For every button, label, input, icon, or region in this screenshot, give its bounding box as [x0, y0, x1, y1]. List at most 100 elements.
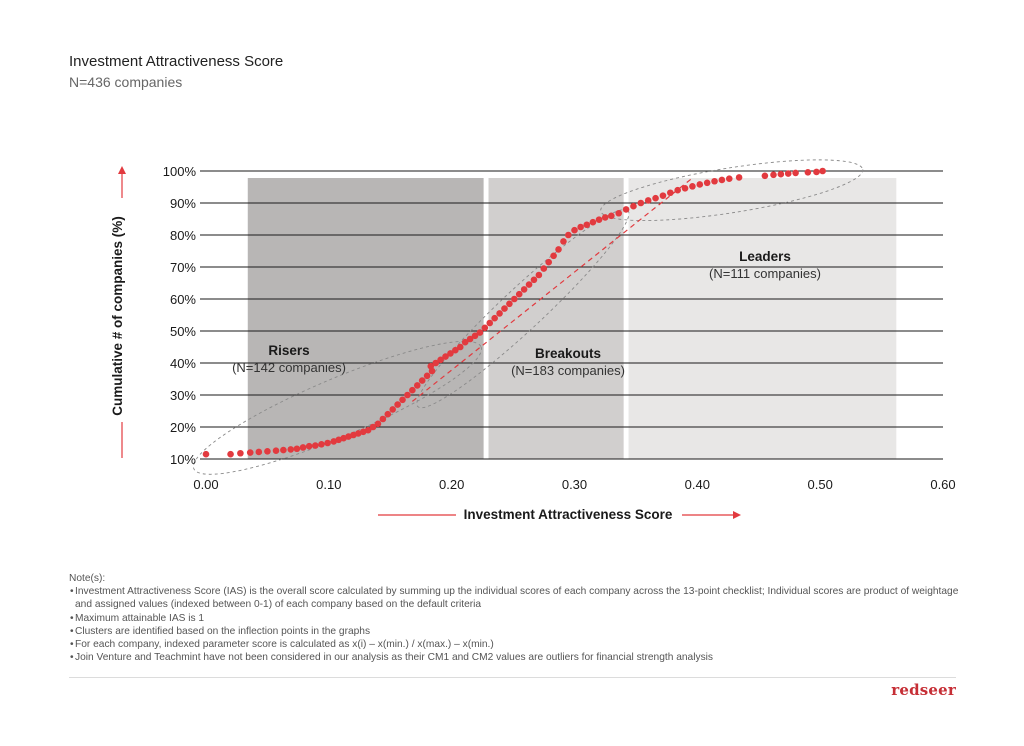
x-tick-label: 0.60	[930, 477, 955, 492]
x-tick-label: 0.40	[685, 477, 710, 492]
trend-line	[411, 178, 692, 402]
data-point	[461, 338, 469, 346]
segment-count-breakouts: (N=183 companies)	[511, 363, 625, 378]
x-tick-label: 0.30	[562, 477, 587, 492]
data-point	[491, 314, 498, 322]
data-point	[595, 216, 603, 223]
data-point	[305, 442, 313, 450]
data-point	[280, 446, 287, 454]
data-point	[394, 401, 401, 408]
data-point	[413, 382, 421, 389]
redseer-logo: redseer	[891, 681, 956, 699]
data-point	[246, 449, 254, 456]
x-tick-label: 0.20	[439, 477, 464, 492]
y-axis-label: Cumulative # of companies (%)	[110, 216, 125, 416]
data-point	[601, 214, 609, 221]
notes-section: Note(s): Investment Attractiveness Score…	[69, 572, 959, 664]
data-point	[312, 442, 319, 449]
arrow-up-icon	[118, 166, 126, 174]
data-point	[608, 212, 615, 220]
y-tick-label: 100%	[163, 164, 197, 179]
data-point	[622, 206, 630, 213]
note-item: Maximum attainable IAS is 1	[69, 612, 959, 625]
notes-heading: Note(s):	[69, 573, 106, 584]
x-tick-label: 0.00	[193, 477, 218, 492]
data-point	[409, 386, 416, 394]
data-point	[659, 192, 667, 199]
data-point	[589, 218, 597, 226]
data-point	[437, 356, 444, 364]
data-point	[555, 246, 562, 253]
data-point	[476, 329, 484, 336]
data-point	[447, 350, 454, 357]
data-point	[735, 174, 743, 181]
data-point	[615, 209, 623, 217]
data-point	[427, 362, 435, 370]
cluster-segments	[247, 178, 897, 459]
ias-scatter-chart: 0.00 0.10 0.20 0.30 0.40 0.50 0.60 10% 20% 30% 40%…	[110, 159, 956, 522]
data-point	[681, 184, 689, 192]
data-point	[501, 305, 508, 312]
data-point	[471, 332, 479, 340]
segment-label-leaders: Leaders	[739, 249, 791, 264]
data-point	[696, 181, 704, 188]
data-point	[432, 359, 439, 367]
data-point	[496, 310, 503, 317]
segment-label-breakouts: Breakouts	[535, 346, 601, 361]
segment-risers	[247, 178, 484, 459]
segment-leaders	[628, 178, 897, 459]
chart-subtitle: N=436 companies	[69, 74, 183, 90]
data-point	[652, 194, 659, 202]
data-point	[535, 271, 543, 279]
data-point	[560, 238, 567, 245]
data-point	[272, 447, 280, 454]
data-point	[630, 202, 637, 210]
data-point	[202, 450, 210, 458]
y-tick-label: 70%	[170, 260, 196, 275]
y-tick-label: 50%	[170, 324, 196, 339]
data-point	[287, 446, 295, 453]
x-axis-label: Investment Attractiveness Score	[464, 507, 673, 522]
data-point	[725, 175, 733, 182]
data-point	[689, 183, 696, 190]
data-point	[784, 170, 792, 177]
data-point	[264, 448, 271, 455]
data-point	[374, 420, 382, 428]
data-point	[481, 324, 489, 332]
data-point	[369, 423, 377, 431]
data-point	[384, 410, 392, 418]
axis-labels: Investment Attractiveness Score Cumulativ…	[110, 166, 741, 522]
y-tick-label: 80%	[170, 228, 196, 243]
data-point	[530, 276, 538, 284]
x-tick-label: 0.50	[808, 477, 833, 492]
data-point	[667, 189, 674, 197]
note-item: Clusters are identified based on the inf…	[69, 625, 959, 638]
data-point	[511, 295, 518, 303]
data-point	[674, 186, 681, 194]
data-point	[515, 290, 523, 298]
data-point	[389, 406, 397, 413]
data-point	[761, 172, 769, 180]
data-point	[777, 170, 785, 178]
segment-count-risers: (N=142 companies)	[232, 360, 346, 375]
y-tick-label: 30%	[170, 388, 196, 403]
trend-line-dashed	[411, 178, 692, 402]
data-point	[583, 221, 591, 229]
x-tick-label: 0.10	[316, 477, 341, 492]
data-point	[525, 281, 533, 288]
y-tick-label: 40%	[170, 356, 196, 371]
data-point	[711, 177, 718, 185]
data-point	[770, 171, 777, 179]
data-point	[792, 169, 799, 177]
chart-title: Investment Attractiveness Score	[69, 53, 284, 70]
segment-labels: Risers (N=142 companies) Breakouts (N=183 c…	[232, 249, 821, 378]
data-point	[293, 445, 301, 453]
data-point	[318, 440, 325, 448]
data-point	[571, 226, 578, 234]
y-tick-label: 60%	[170, 292, 196, 307]
y-tick-label: 20%	[170, 420, 196, 435]
data-point	[456, 343, 464, 351]
footer-divider	[69, 677, 956, 678]
data-point	[255, 448, 263, 456]
data-point	[703, 179, 711, 187]
